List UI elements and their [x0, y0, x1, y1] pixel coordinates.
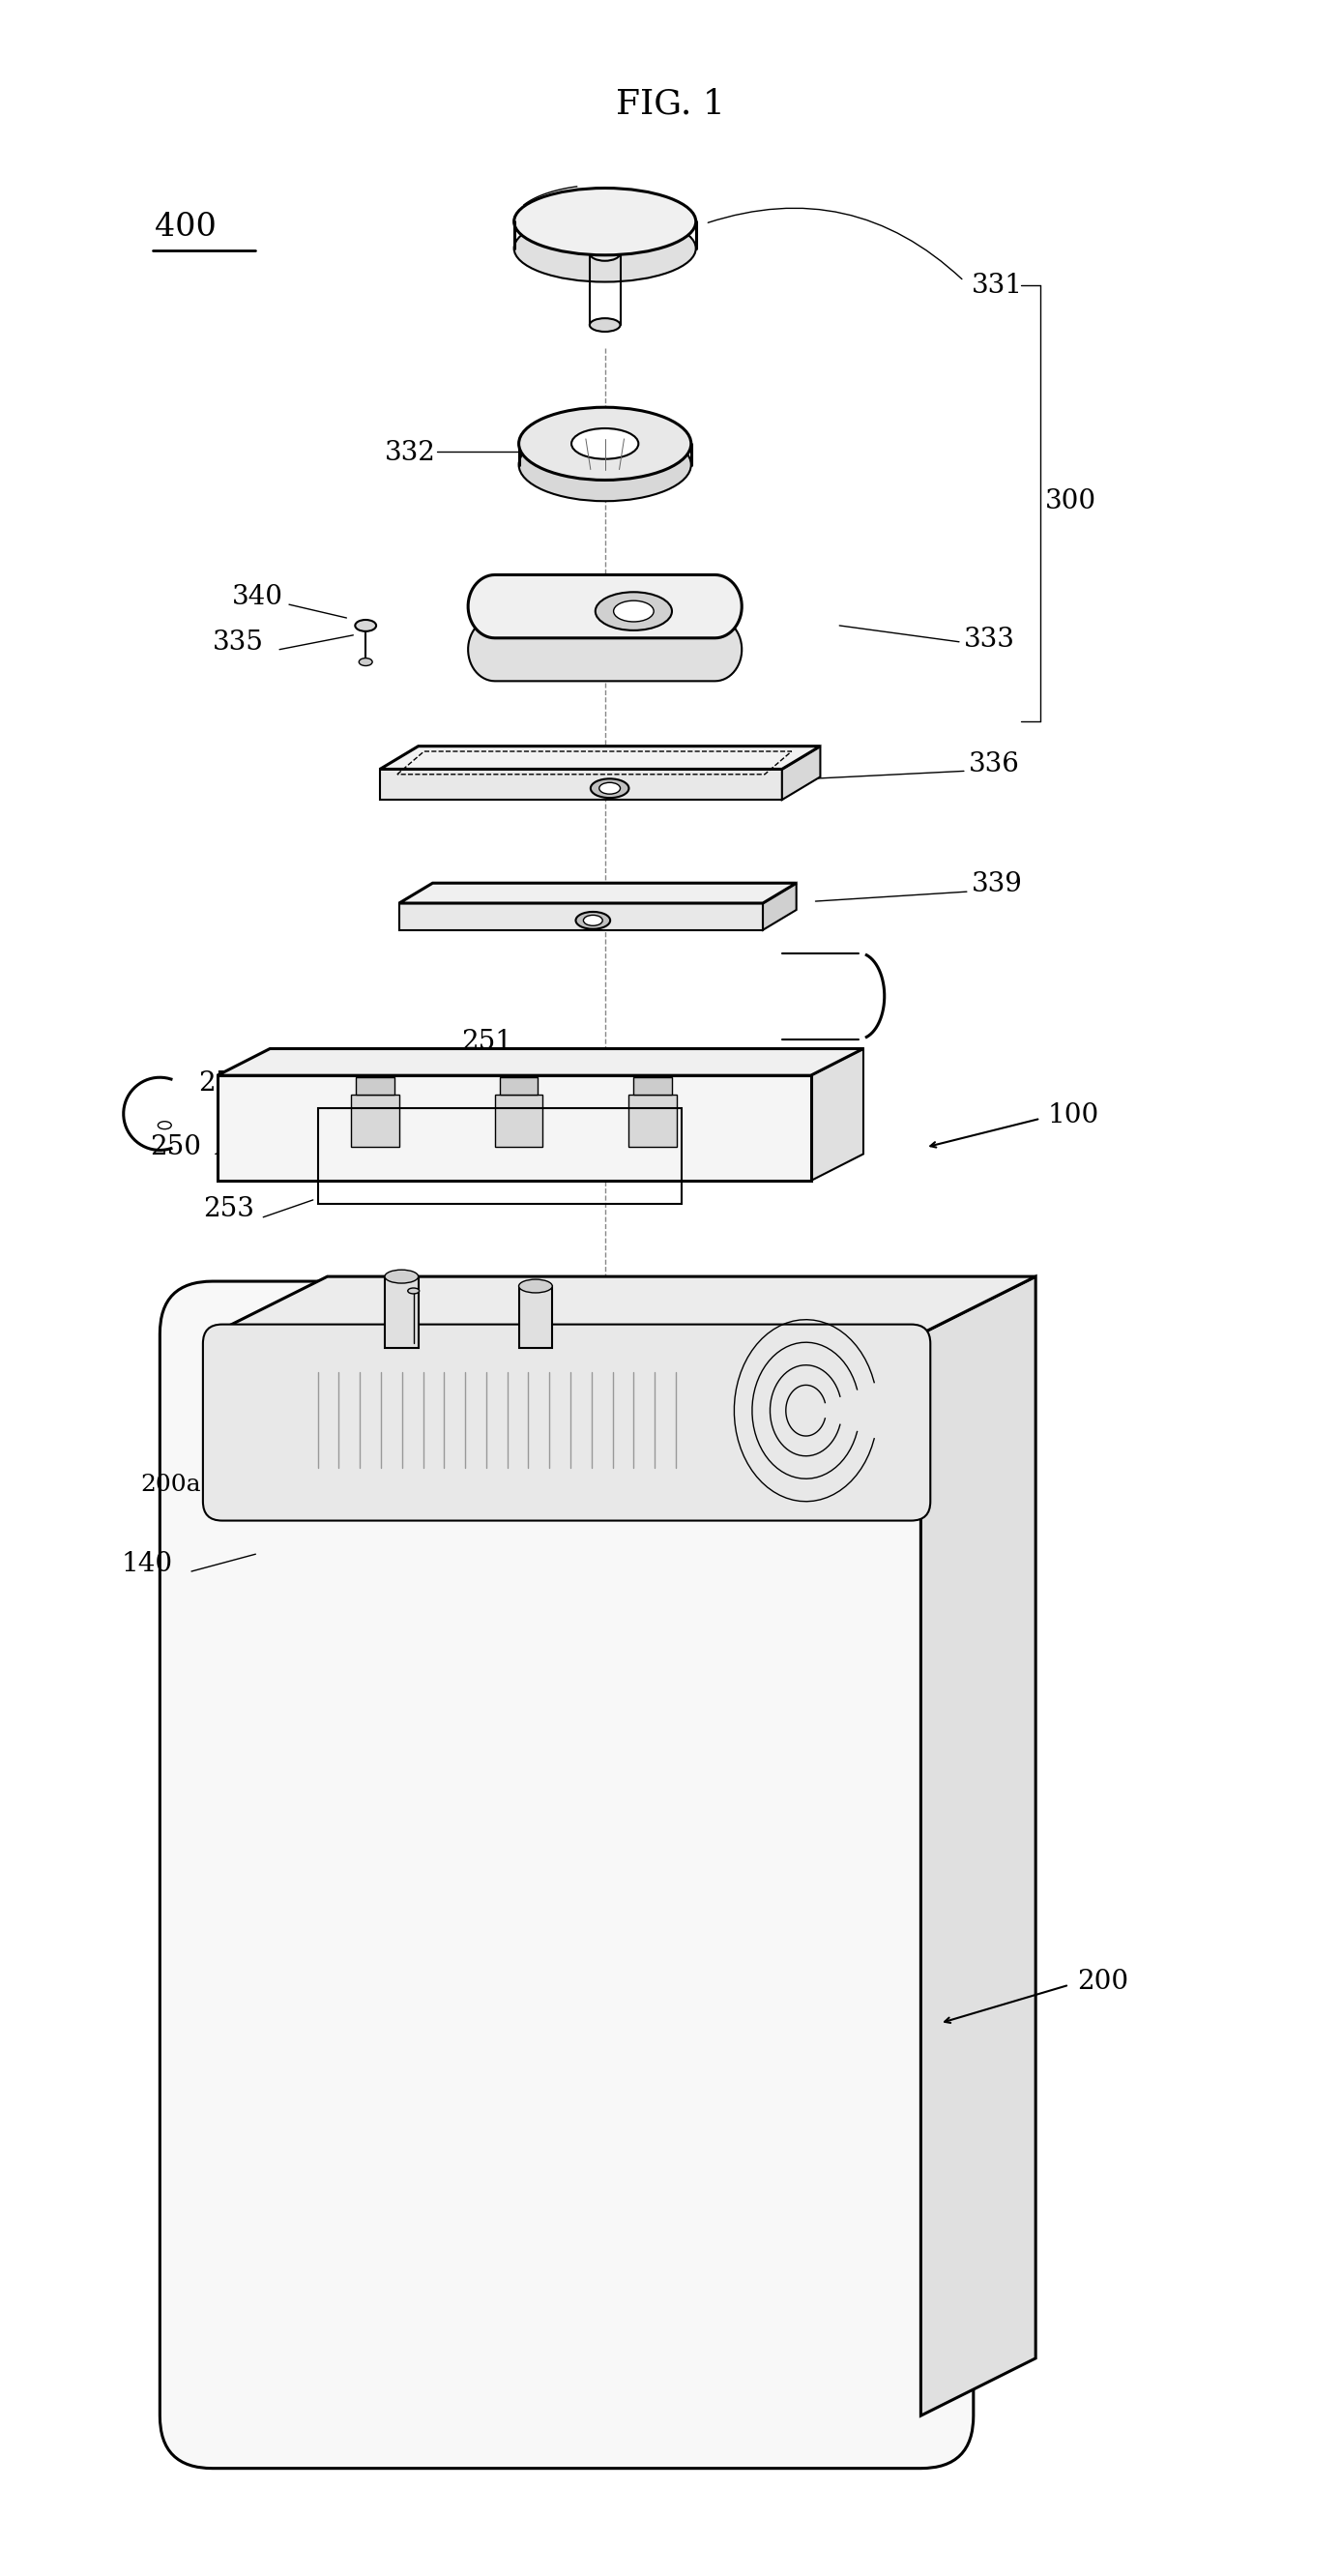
Ellipse shape: [514, 188, 696, 255]
FancyBboxPatch shape: [160, 1280, 974, 2468]
Ellipse shape: [408, 1288, 420, 1293]
Polygon shape: [217, 1077, 811, 1180]
Text: 252: 252: [198, 1069, 249, 1097]
Text: 332: 332: [385, 440, 436, 466]
Ellipse shape: [514, 214, 696, 281]
Ellipse shape: [158, 1121, 172, 1128]
Ellipse shape: [519, 1280, 552, 1293]
Text: 114: 114: [723, 1360, 768, 1383]
Polygon shape: [400, 904, 763, 930]
Text: 333: 333: [964, 626, 1015, 652]
Polygon shape: [519, 1285, 552, 1347]
FancyBboxPatch shape: [202, 1324, 931, 1520]
Polygon shape: [357, 1077, 394, 1095]
Text: 116: 116: [223, 1358, 268, 1378]
Text: 200: 200: [1077, 1968, 1128, 1994]
Ellipse shape: [599, 783, 621, 793]
Ellipse shape: [595, 592, 672, 631]
Polygon shape: [380, 747, 821, 770]
Ellipse shape: [571, 448, 638, 479]
Text: 110: 110: [768, 1347, 814, 1368]
Polygon shape: [385, 1278, 418, 1347]
Polygon shape: [811, 1048, 864, 1180]
Text: 250: 250: [150, 1133, 201, 1159]
Polygon shape: [468, 574, 742, 639]
Ellipse shape: [583, 914, 602, 925]
Ellipse shape: [359, 657, 373, 665]
Polygon shape: [217, 1048, 864, 1077]
Text: 300: 300: [1045, 487, 1097, 515]
Text: 113: 113: [818, 1360, 864, 1381]
Text: 118: 118: [217, 1399, 263, 1422]
Polygon shape: [212, 1278, 1035, 1334]
Ellipse shape: [575, 912, 610, 930]
Ellipse shape: [519, 407, 691, 479]
Polygon shape: [629, 1095, 677, 1146]
Ellipse shape: [519, 428, 691, 502]
Text: 140: 140: [122, 1551, 173, 1577]
Polygon shape: [500, 1077, 538, 1095]
Polygon shape: [468, 618, 742, 680]
Polygon shape: [782, 747, 821, 799]
Polygon shape: [380, 770, 782, 799]
Text: 400: 400: [156, 211, 217, 242]
Text: 115: 115: [677, 1352, 723, 1376]
Text: 331: 331: [971, 273, 1023, 299]
Ellipse shape: [571, 428, 638, 459]
Polygon shape: [400, 884, 797, 904]
Polygon shape: [921, 1278, 1035, 2416]
Polygon shape: [495, 1095, 543, 1146]
Text: 336: 336: [968, 752, 1019, 778]
Ellipse shape: [385, 1270, 418, 1283]
Ellipse shape: [614, 600, 654, 621]
Text: 340: 340: [232, 585, 283, 611]
Text: 251: 251: [461, 1028, 512, 1056]
Polygon shape: [634, 1077, 672, 1095]
Text: 100: 100: [1049, 1103, 1100, 1128]
Ellipse shape: [590, 245, 621, 260]
Text: FIG. 1: FIG. 1: [616, 88, 725, 121]
Ellipse shape: [590, 319, 621, 332]
Text: 117: 117: [337, 1350, 382, 1373]
Polygon shape: [351, 1095, 400, 1146]
Text: 339: 339: [971, 871, 1023, 896]
Ellipse shape: [590, 778, 629, 799]
Text: 253: 253: [202, 1195, 253, 1224]
Text: 335: 335: [212, 629, 264, 657]
Ellipse shape: [355, 621, 377, 631]
Polygon shape: [763, 884, 797, 930]
Text: 200a: 200a: [141, 1473, 201, 1497]
